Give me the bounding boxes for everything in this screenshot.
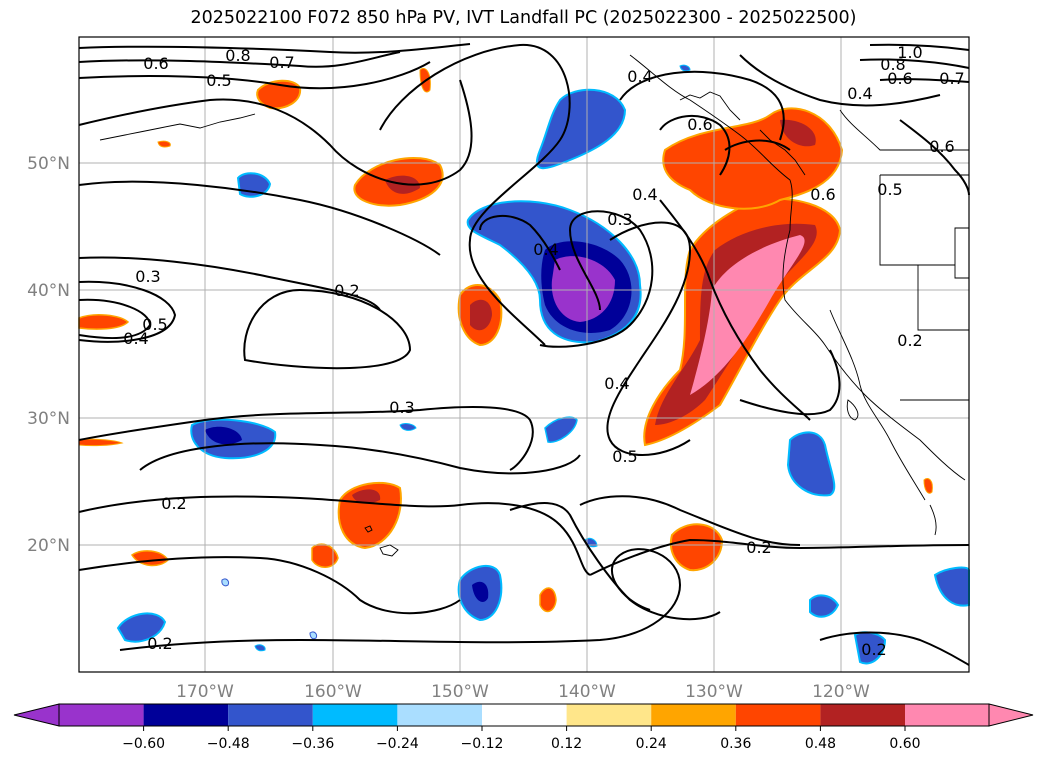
negative-blob-small-2 [399, 423, 417, 431]
contour-label: 0.6 [687, 115, 712, 134]
contour-label: 0.6 [887, 69, 912, 88]
colorbar-tick-label: 0.36 [720, 736, 751, 752]
positive-blob-dot [157, 140, 171, 148]
contour-label: 0.6 [810, 185, 835, 204]
ar-plume-core [690, 235, 805, 395]
contour-label: 0.4 [604, 374, 629, 393]
lat-label: 40°N [27, 281, 70, 301]
lon-label: 160°W [304, 682, 362, 702]
coastlines [99, 54, 970, 557]
colorbar-segment [651, 704, 736, 726]
contour-label: 0.4 [627, 67, 652, 86]
lat-label: 30°N [27, 409, 70, 429]
colorbar-tick-label: 0.12 [551, 736, 582, 752]
lat-label: 20°N [27, 536, 70, 556]
contour-label: 0.2 [147, 634, 172, 653]
positive-blob-west-edge [78, 314, 130, 330]
contour-label: 0.4 [632, 185, 657, 204]
colorbar-extend-low [13, 703, 60, 727]
colorbar-extend-high [988, 703, 1034, 727]
map-plot-area [79, 37, 969, 672]
positive-blob-south [539, 587, 557, 613]
pv-contours [78, 43, 970, 666]
negative-blob-small-3 [679, 64, 691, 72]
colorbar-tick-label: 0.60 [889, 736, 920, 752]
contour-label: 0.4 [123, 329, 148, 348]
colorbar-segment [228, 704, 313, 726]
colorbar-segment [59, 704, 144, 726]
lon-label: 120°W [812, 682, 870, 702]
lon-label: 130°W [685, 682, 743, 702]
positive-blob-midpac-core [470, 299, 492, 331]
contour-label: 0.2 [746, 538, 771, 557]
graticule [79, 37, 969, 672]
negative-blob-southeast [809, 594, 840, 618]
contour-label: 0.2 [897, 331, 922, 350]
colorbar-tick-label: −0.12 [461, 736, 504, 752]
positive-blob-hawaii [337, 481, 402, 550]
contour-label: 0.8 [880, 55, 905, 74]
colorbar-segment [143, 704, 229, 726]
negative-blob-small-6 [221, 578, 229, 587]
colorbar-segment [735, 704, 821, 726]
contour-labels: 0.8 0.7 0.6 0.5 0.4 1.0 0.8 0.6 0.7 0.4 … [123, 43, 964, 659]
latitude-labels: 50°N 40°N 30°N 20°N [27, 154, 70, 556]
positive-blob-baja [923, 478, 933, 494]
negative-blob-small-7 [309, 631, 317, 640]
negative-blob-small-5 [254, 644, 266, 652]
positive-blob-aleutian [256, 79, 302, 110]
negative-blob-north [535, 88, 627, 170]
lat-label: 50°N [27, 154, 70, 174]
contour-label: 0.2 [334, 281, 359, 300]
longitude-labels: 170°W 160°W 150°W 140°W 130°W 120°W [176, 682, 870, 702]
colorbar-segment [905, 704, 989, 726]
contour-label: 0.5 [612, 447, 637, 466]
colorbar-tick-label: 0.48 [805, 736, 836, 752]
contour-label: 0.3 [607, 210, 632, 229]
shaded-anomalies [78, 64, 970, 665]
colorbar-segment [312, 704, 398, 726]
lon-label: 170°W [176, 682, 234, 702]
colorbar-tick-label: −0.36 [291, 736, 334, 752]
contour-label: 0.7 [939, 69, 964, 88]
contour-label: 0.2 [161, 494, 186, 513]
colorbar-segment [566, 704, 652, 726]
negative-blob-west-core [205, 426, 242, 445]
lon-label: 150°W [431, 682, 489, 702]
colorbar-segment [820, 704, 905, 726]
contour-label: 0.8 [225, 46, 250, 65]
contour-label: 0.7 [269, 53, 294, 72]
contour-label: 0.2 [861, 640, 886, 659]
coastal-positive-north-core [780, 119, 816, 147]
contour-label: 0.5 [142, 315, 167, 334]
map-frame [78, 36, 970, 673]
contour-label: 0.5 [206, 71, 231, 90]
contour-label: 0.4 [847, 84, 872, 103]
colorbar-tick-label: −0.24 [376, 736, 419, 752]
contour-label: 0.4 [533, 240, 558, 259]
negative-blob-south-core [472, 581, 489, 602]
positive-blob-hawaii-west [311, 543, 339, 568]
contour-label: 0.6 [929, 137, 954, 156]
negative-blob-small-1 [544, 416, 578, 443]
colorbar-tick-label: 0.24 [636, 736, 667, 752]
positive-blob-west-edge-south [78, 438, 124, 447]
positive-blob-hawaii-core [352, 489, 381, 504]
contour-label: 0.6 [143, 54, 168, 73]
colorbar: −0.60 −0.48 −0.36 −0.24 −0.12 0.12 0.24 … [13, 703, 1034, 752]
colorbar-tick-label: −0.60 [122, 736, 165, 752]
negative-blob-southwest [116, 612, 167, 643]
colorbar-segment [482, 704, 567, 726]
map-title: 2025022100 F072 850 hPa PV, IVT Landfall… [190, 8, 857, 28]
contour-label: 1.0 [897, 43, 922, 62]
contour-label: 0.3 [389, 398, 414, 417]
colorbar-segment [397, 704, 482, 726]
colorbar-tick-label: −0.48 [207, 736, 250, 752]
contour-label: 0.5 [877, 180, 902, 199]
lon-label: 140°W [558, 682, 616, 702]
contour-label: 0.3 [135, 267, 160, 286]
negative-blob-mexico [786, 431, 836, 497]
